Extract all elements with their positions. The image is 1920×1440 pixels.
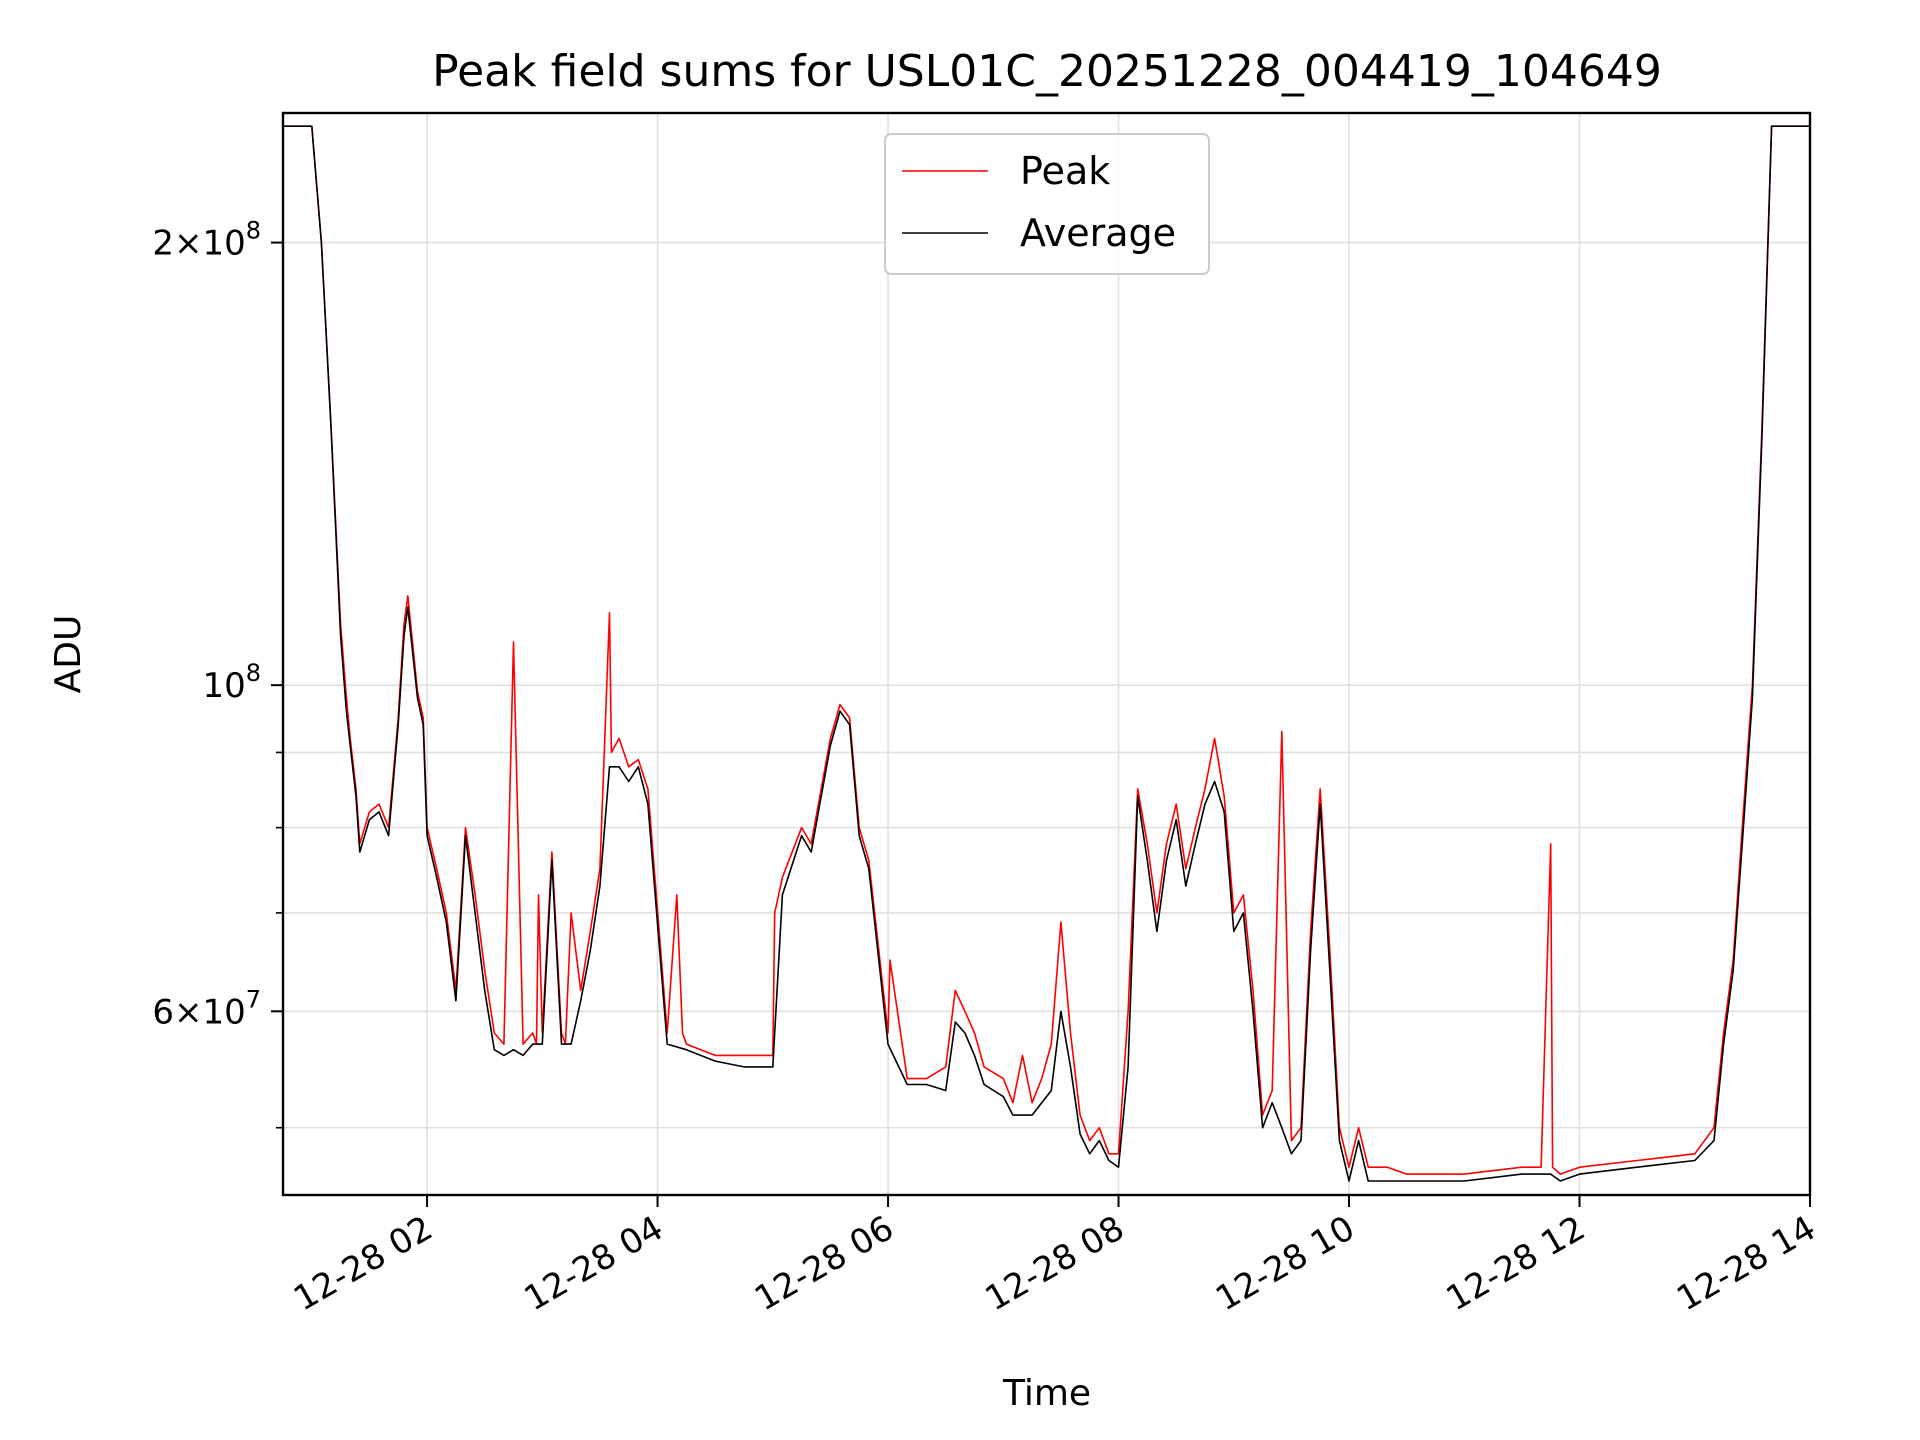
series-line-average — [283, 125, 1810, 1182]
x-tick-label: 12-28 04 — [518, 1208, 670, 1319]
x-tick-label: 12-28 02 — [287, 1208, 439, 1319]
x-tick-label: 12-28 12 — [1440, 1208, 1592, 1319]
legend-label-peak: Peak — [1020, 149, 1110, 193]
tick-layer: 12-28 02 12-28 04 12-28 06 12-28 08 12-28 10… — [152, 217, 1822, 1320]
legend: Peak Average — [884, 133, 1210, 275]
x-axis-label: Time — [1002, 1373, 1091, 1414]
legend-label-average: Average — [1020, 211, 1176, 255]
chart-title: Peak field sums for USL01C_20251228_0044… — [432, 46, 1662, 97]
plot-frame — [281, 111, 1812, 1197]
y-tick-label: 2×108 — [152, 217, 261, 264]
y-tick-label: 108 — [202, 659, 261, 706]
y-axis-label: ADU — [48, 615, 89, 694]
legend-box — [884, 133, 1210, 275]
x-tick-label: 12-28 06 — [748, 1208, 900, 1319]
series-layer — [283, 125, 1810, 1182]
series-line-peak — [283, 125, 1810, 1175]
grid-layer — [283, 113, 1811, 1195]
x-tick-label: 12-28 10 — [1209, 1208, 1361, 1319]
x-tick-label: 12-28 08 — [979, 1208, 1131, 1319]
x-tick-label: 12-28 14 — [1670, 1208, 1822, 1319]
y-tick-label: 6×107 — [152, 985, 261, 1032]
